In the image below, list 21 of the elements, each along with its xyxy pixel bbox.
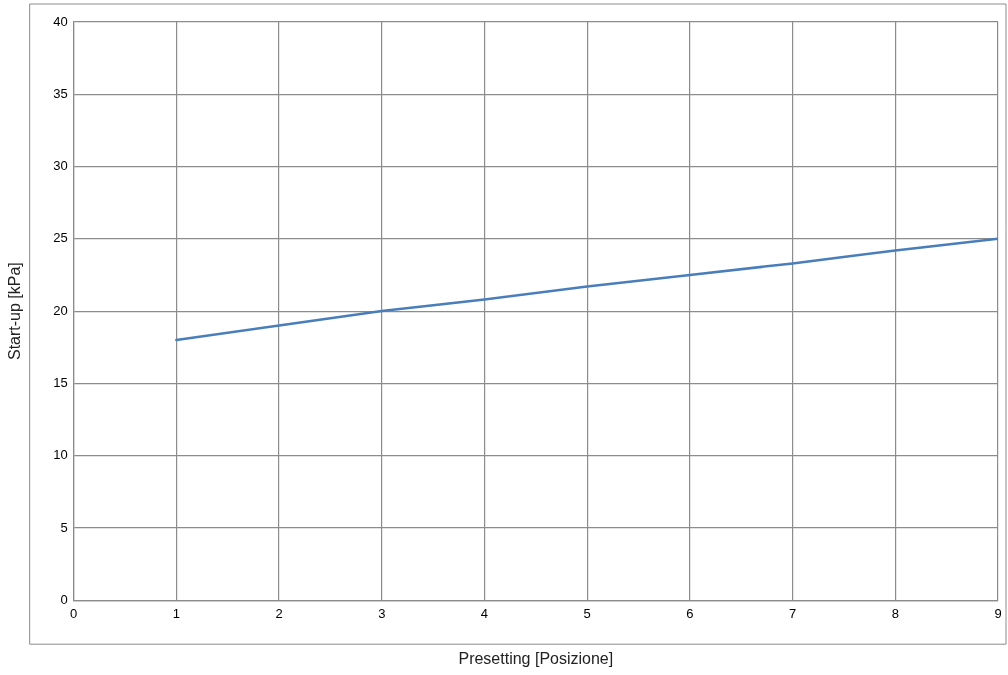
y-tick-label: 30 bbox=[53, 158, 68, 174]
x-tick-label: 8 bbox=[891, 605, 899, 621]
x-tick-label: 5 bbox=[583, 605, 591, 621]
x-tick-label: 1 bbox=[172, 605, 180, 621]
y-tick-label: 5 bbox=[60, 519, 68, 535]
x-tick-label: 7 bbox=[788, 605, 797, 621]
y-tick-label: 35 bbox=[53, 85, 68, 101]
y-tick-label: 10 bbox=[53, 447, 68, 463]
x-tick-label: 2 bbox=[275, 605, 283, 621]
y-tick-label: 15 bbox=[53, 374, 68, 390]
y-axis-title: Start-up [kPa] bbox=[6, 262, 24, 361]
y-tick-label: 40 bbox=[53, 13, 68, 29]
x-tick-label: 9 bbox=[994, 605, 1002, 621]
y-tick-label: 0 bbox=[60, 591, 68, 607]
x-tick-label: 6 bbox=[686, 605, 694, 621]
y-tick-label: 25 bbox=[53, 230, 68, 246]
x-tick-label: 3 bbox=[378, 605, 386, 621]
x-axis-title: Presetting [Posizione] bbox=[458, 649, 614, 667]
x-tick-label: 0 bbox=[70, 605, 78, 621]
x-tick-label: 4 bbox=[480, 605, 489, 621]
y-tick-label: 20 bbox=[53, 302, 68, 318]
